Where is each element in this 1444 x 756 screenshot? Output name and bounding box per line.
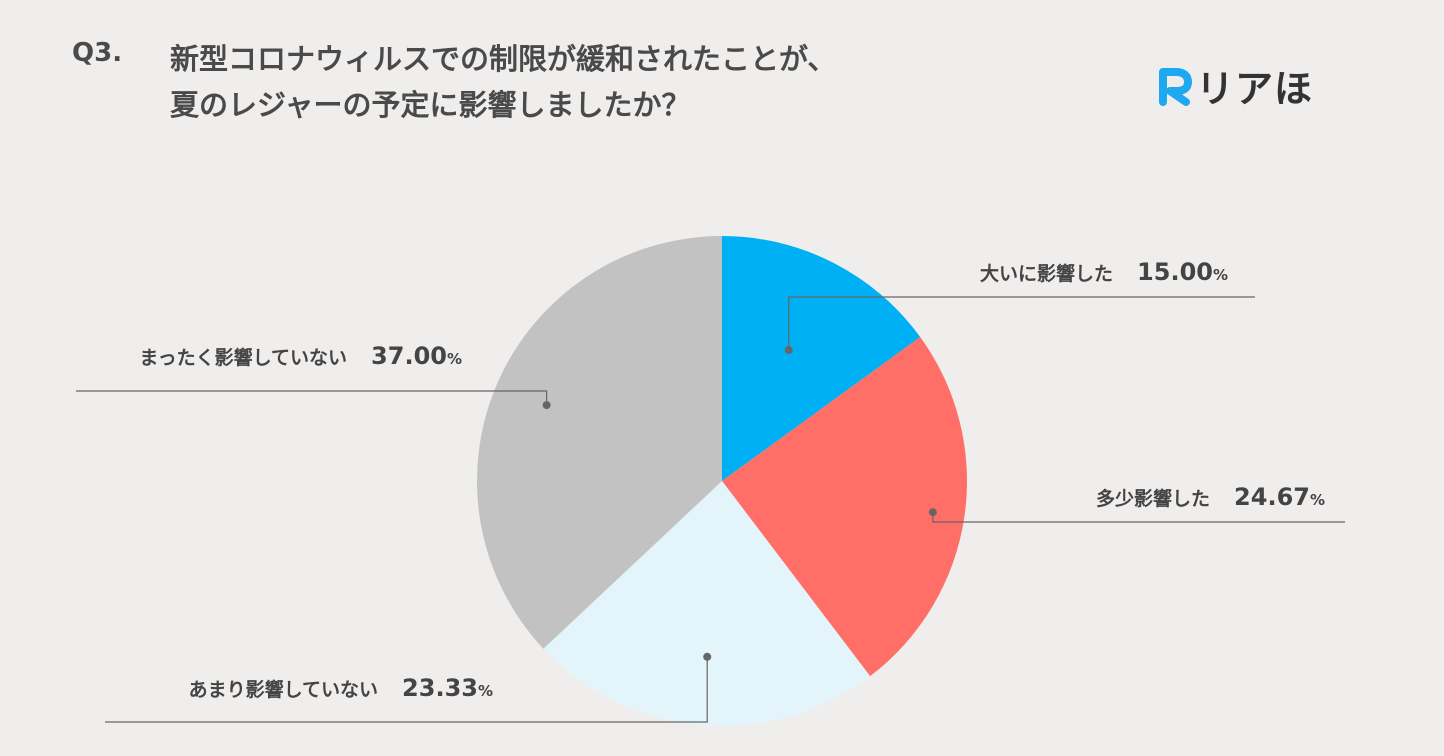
leader-lines (76, 296, 1345, 723)
logo-r-mark-icon (1159, 67, 1192, 106)
leader-line (932, 512, 1345, 523)
pie-slice (477, 236, 722, 649)
logo-text: リアほ (1196, 67, 1314, 111)
question-title-line-2: 夏のレジャーの予定に影響しましたか？ (170, 88, 691, 122)
leader-line (76, 390, 548, 406)
pie-slice (543, 481, 871, 726)
question-number: Q3. (72, 38, 123, 68)
question-title-line-1: 新型コロナウィルスでの制限が緩和されたことが、 (170, 42, 837, 76)
leader-line (788, 296, 1255, 351)
slice-label: まったく影響していない 37.00% (139, 342, 462, 370)
brand-logo: リアほ (1158, 58, 1313, 113)
pie-slices (477, 236, 967, 726)
slice-label: 大いに影響した 15.00% (980, 258, 1228, 286)
slice-label: 多少影響した 24.67% (1096, 483, 1325, 511)
leader-line (105, 656, 708, 723)
slice-labels: 大いに影響した 15.00% 多少影響した 24.67% あまり影響していない 23.33… (139, 258, 1325, 702)
slice-label: あまり影響していない 23.33% (189, 674, 493, 702)
pie-slice (722, 336, 967, 677)
question-title: 新型コロナウィルスでの制限が緩和されたことが、 夏のレジャーの予定に影響しました… (170, 36, 836, 128)
